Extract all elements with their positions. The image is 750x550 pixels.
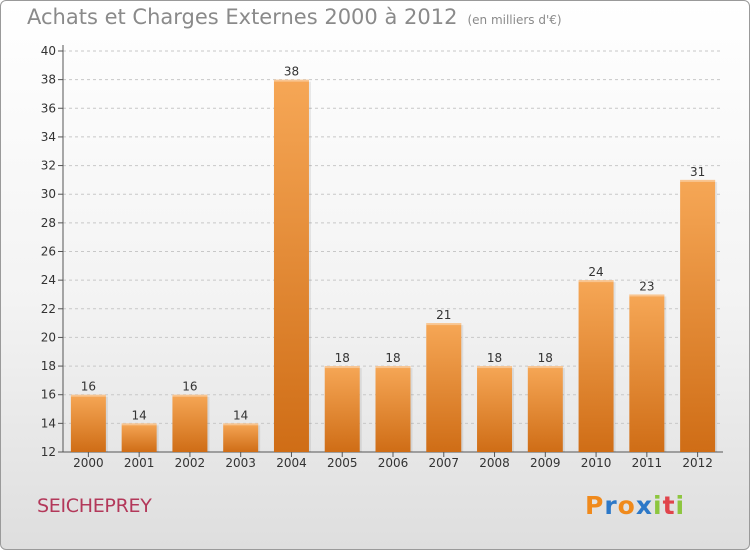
bar [527, 366, 563, 452]
bar [578, 280, 614, 452]
logo-letter: x [635, 491, 653, 520]
logo-letter: i [653, 491, 663, 520]
data-label: 18 [335, 351, 350, 365]
logo-letter: r [604, 491, 618, 520]
town-name: SEICHEPREY [37, 495, 152, 517]
x-tick-label: 2001 [124, 456, 155, 470]
bars [70, 79, 718, 453]
data-label: 18 [487, 351, 502, 365]
bar [477, 366, 513, 452]
bar-highlight [477, 366, 513, 369]
bar-highlight [121, 423, 157, 426]
x-tick-label: 2008 [479, 456, 510, 470]
bar [629, 294, 665, 452]
data-label: 18 [538, 351, 553, 365]
y-tick-label: 18 [41, 359, 56, 373]
bar [121, 423, 157, 452]
bar-highlight [70, 394, 106, 397]
chart-unit: (en milliers d'€) [467, 13, 562, 27]
x-tick-label: 2005 [327, 456, 358, 470]
bar [273, 79, 309, 453]
bar [223, 423, 259, 452]
logo-letter: P [585, 491, 605, 520]
x-tick-label: 2003 [225, 456, 256, 470]
bar-highlight [680, 179, 716, 182]
y-tick-label: 28 [41, 216, 56, 230]
x-tick-label: 2004 [276, 456, 307, 470]
bar [70, 394, 106, 452]
data-label: 38 [284, 65, 299, 79]
y-tick-label: 26 [41, 245, 56, 259]
chart-title: Achats et Charges Externes 2000 à 2012 (e… [27, 5, 562, 29]
data-label: 16 [182, 380, 197, 394]
y-tick-label: 38 [41, 73, 56, 87]
x-tick-label: 2006 [378, 456, 409, 470]
data-label: 31 [690, 165, 705, 179]
y-tick-label: 40 [41, 44, 56, 58]
bar-highlight [375, 366, 411, 369]
y-tick-label: 36 [41, 101, 56, 115]
bar [426, 323, 462, 452]
bar-highlight [578, 280, 614, 283]
data-label: 14 [132, 408, 147, 422]
x-tick-label: 2007 [428, 456, 459, 470]
x-tick-label: 2010 [581, 456, 612, 470]
data-label: 21 [436, 308, 451, 322]
logo-letter: o [617, 491, 636, 520]
logo-letter: t [662, 491, 676, 520]
y-tick-label: 32 [41, 159, 56, 173]
chart-title-text: Achats et Charges Externes 2000 à 2012 [27, 5, 458, 29]
bar [324, 366, 360, 452]
bar [375, 366, 411, 452]
bar-highlight [223, 423, 259, 426]
data-label: 14 [233, 408, 248, 422]
data-label: 16 [81, 380, 96, 394]
y-tick-label: 20 [41, 330, 56, 344]
bar-highlight [324, 366, 360, 369]
x-tick-label: 2011 [632, 456, 663, 470]
logo-letter: i [675, 491, 686, 520]
x-tick-label: 2012 [682, 456, 713, 470]
x-tick-label: 2002 [175, 456, 206, 470]
y-tick-label: 22 [41, 302, 56, 316]
y-tick-label: 12 [41, 445, 56, 459]
bar-labels: 16 2000 14 2001 16 2002 14 2003 38 2004 18 2005 18 20… [73, 65, 713, 470]
y-tick-label: 24 [41, 273, 56, 287]
data-label: 24 [588, 265, 603, 279]
data-label: 18 [385, 351, 400, 365]
data-label: 23 [639, 279, 654, 293]
bar-highlight [172, 394, 208, 397]
y-tick-label: 30 [41, 187, 56, 201]
bar-highlight [629, 294, 665, 297]
x-tick-label: 2009 [530, 456, 561, 470]
bar-highlight [273, 79, 309, 82]
bar-highlight [527, 366, 563, 369]
y-tick-label: 16 [41, 388, 56, 402]
y-tick-label: 14 [41, 416, 56, 430]
y-tick-label: 34 [41, 130, 56, 144]
bar [172, 394, 208, 452]
proxiti-logo: Proxiti [585, 491, 685, 520]
x-tick-label: 2000 [73, 456, 104, 470]
bar-highlight [426, 323, 462, 326]
bar [680, 179, 716, 452]
